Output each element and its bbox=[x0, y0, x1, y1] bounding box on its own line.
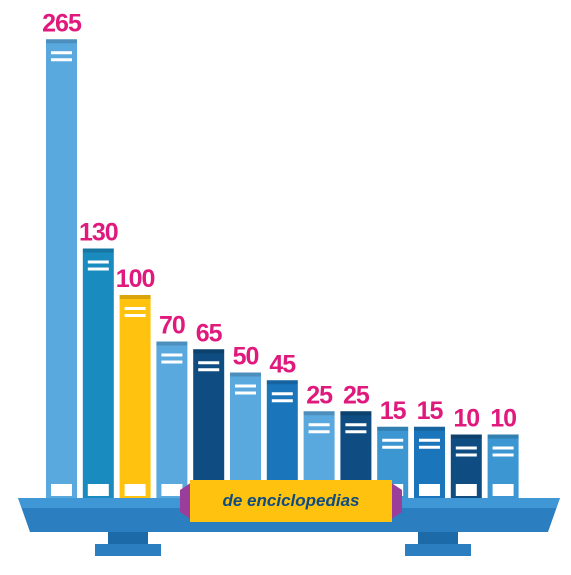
value-label: 265 bbox=[42, 9, 82, 37]
shelf-foot bbox=[405, 544, 471, 556]
bar-stripe bbox=[124, 314, 146, 317]
value-label: 25 bbox=[306, 381, 333, 409]
bar-stripe bbox=[271, 399, 293, 403]
bar-top-shade bbox=[119, 295, 151, 299]
bar-top-shade bbox=[46, 39, 77, 44]
bar-stripe bbox=[51, 51, 72, 55]
bar-stripe bbox=[161, 353, 183, 357]
bar-stripe bbox=[492, 453, 514, 457]
bar-stripe bbox=[382, 445, 404, 449]
value-label: 15 bbox=[380, 397, 407, 425]
bar-stripe bbox=[271, 392, 293, 396]
bar bbox=[119, 295, 151, 500]
banner bbox=[190, 480, 392, 522]
bar-label-box bbox=[492, 484, 514, 496]
bar-label-box bbox=[161, 484, 183, 496]
value-label: 25 bbox=[343, 381, 370, 409]
shelf-foot bbox=[95, 544, 161, 556]
bar-stripe bbox=[235, 384, 256, 388]
bar-stripe bbox=[455, 446, 477, 450]
bar-top-shade bbox=[266, 380, 298, 385]
value-label: 10 bbox=[490, 405, 516, 433]
bar-stripe bbox=[345, 423, 367, 427]
bar-stripe bbox=[198, 368, 220, 372]
value-label: 15 bbox=[417, 397, 444, 425]
bar-top-shade bbox=[377, 426, 409, 431]
value-label: 65 bbox=[196, 319, 223, 347]
value-label: 70 bbox=[159, 312, 185, 340]
bar-stripe bbox=[198, 361, 220, 365]
bar-top-shade bbox=[230, 372, 261, 377]
shelf-leg bbox=[108, 532, 148, 544]
bar bbox=[193, 349, 225, 500]
bar-stripe bbox=[87, 260, 109, 264]
bar-stripe bbox=[161, 360, 183, 364]
bar-label-box bbox=[87, 484, 109, 496]
shelf-leg bbox=[418, 532, 458, 544]
bar-stripe bbox=[419, 445, 440, 449]
bar-stripe bbox=[51, 58, 72, 62]
bar-top-shade bbox=[303, 411, 335, 416]
bar-top-shade bbox=[487, 434, 519, 439]
bar-label-box bbox=[51, 484, 72, 496]
value-label: 130 bbox=[79, 219, 118, 247]
value-label: 10 bbox=[453, 405, 479, 433]
bar-stripe bbox=[345, 430, 367, 434]
bar bbox=[156, 341, 188, 500]
banner-fold bbox=[180, 482, 192, 520]
bar-stripe bbox=[419, 438, 440, 442]
annotation: de enciclopedias bbox=[223, 491, 360, 510]
bar-stripe bbox=[308, 423, 330, 427]
bar-stripe bbox=[382, 438, 404, 442]
bar-top-shade bbox=[193, 349, 225, 354]
bar-stripe bbox=[455, 453, 477, 457]
bar-label-box bbox=[419, 484, 440, 496]
value-label: 45 bbox=[269, 350, 296, 378]
bar-top-shade bbox=[82, 248, 114, 253]
bar-stripe bbox=[235, 391, 256, 395]
bar-stripe bbox=[492, 446, 514, 450]
bar-stripe bbox=[87, 267, 109, 271]
bar-label-box bbox=[455, 484, 477, 496]
bar-label-box bbox=[124, 484, 146, 496]
bar-stripe bbox=[308, 430, 330, 434]
banner-fold bbox=[390, 482, 402, 520]
bar bbox=[46, 39, 77, 500]
bar bbox=[82, 248, 114, 500]
bar-top-shade bbox=[450, 434, 482, 439]
bar-top-shade bbox=[414, 426, 445, 431]
bar-top-shade bbox=[340, 411, 372, 416]
value-label: 50 bbox=[233, 343, 259, 371]
bar-stripe bbox=[124, 307, 146, 310]
bar-top-shade bbox=[156, 341, 188, 346]
value-label: 100 bbox=[116, 265, 155, 293]
